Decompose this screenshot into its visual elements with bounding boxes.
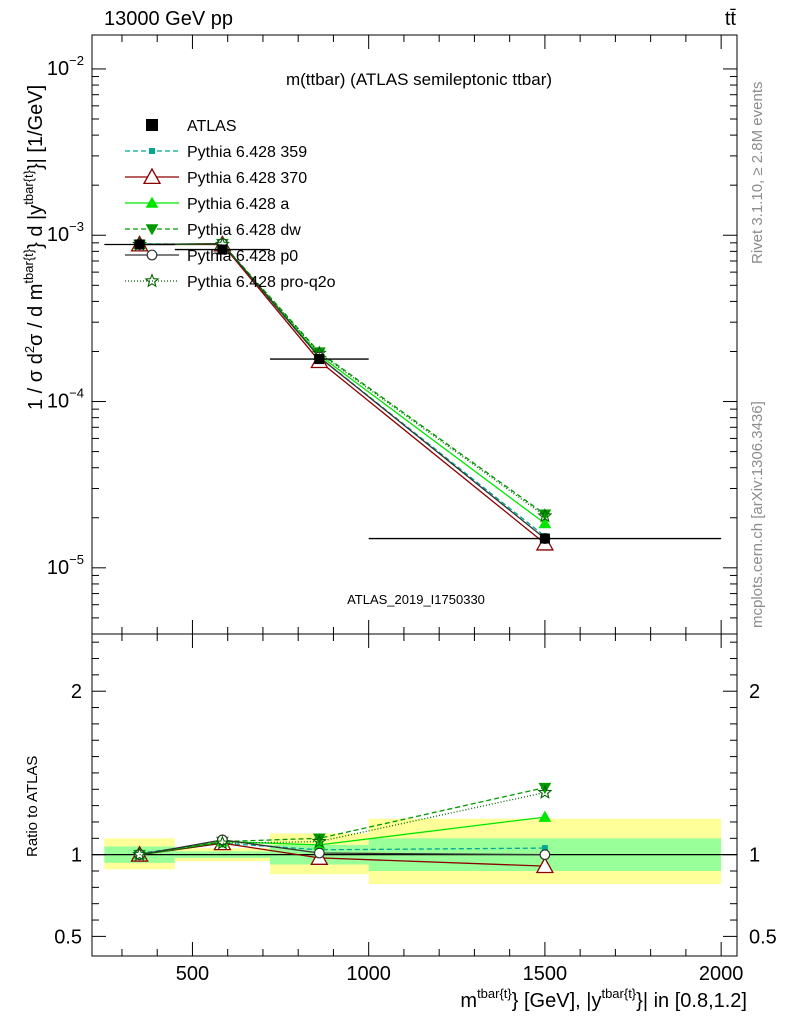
ratio-series-marker [537,784,553,799]
x-tick-label: 2000 [699,963,744,985]
x-axis-label: mtbar{t}} [GeV], |ytbar{t}}| in [0.8,1.2… [460,986,747,1012]
legend-marker [142,167,162,185]
main-axis-ticks: 10−2 10−3 10−4 10−5 [47,35,737,635]
y-tick-label: 10−2 [47,53,84,80]
y-tick-label: 10−5 [47,552,84,579]
legend-entry: Pythia 6.428 a [125,196,289,213]
ratio-series-marker [538,810,552,822]
x-tick-label: 500 [176,963,209,985]
series-line [139,243,546,540]
ratio-axis-ticks: 0.5 0.5 1 1 2 2 500 1000 1500 2000 [54,634,777,985]
ratio-y-tick-label-right: 1 [749,845,760,867]
ratio-series-marker [538,782,552,795]
analysis-watermark: ATLAS_2019_I1750330 [347,592,485,607]
y-tick-label: 10−3 [47,219,84,246]
legend-entry: Pythia 6.428 359 [125,144,307,161]
ratio-series-line [139,839,545,856]
legend-entry: Pythia 6.428 370 [125,167,307,187]
legend-marker [144,273,160,288]
main-y-axis-label: 1 / σ d2σ / d mtbar{t}} d |ytbar{t}}| [1… [21,85,47,410]
data-point [539,533,550,544]
legend-marker [145,224,159,236]
rivet-version-label: Rivet 3.1.10, ≥ 2.8M events [749,82,766,265]
series-marker [538,509,552,521]
legend-label: Pythia 6.428 370 [187,170,307,187]
main-plot-title: m(ttbar) (ATLAS semileptonic ttbar) [286,70,552,89]
ratio-uncertainty-bands [92,818,737,885]
legend-marker [146,119,158,131]
ratio-series-line [139,786,546,856]
ratio-y-tick-label-right: 0.5 [749,926,777,948]
legend-marker [145,196,159,208]
legend-label: Pythia 6.428 p0 [187,248,298,265]
ratio-series-group [130,782,555,874]
ratio-series-marker [132,846,148,861]
legend-marker [146,249,158,261]
ratio-y-axis-label: Ratio to ATLAS [24,756,41,857]
ratio-y-tick-label: 0.5 [54,926,82,948]
legend-entry-atlas: ATLAS [146,118,237,135]
legend-label: Pythia 6.428 a [187,196,289,213]
atlas-data-points [104,239,722,544]
data-point [314,354,325,365]
ratio-series-marker [535,856,555,874]
legend-label: Pythia 6.428 pro-q2o [187,274,336,291]
legend-label: Pythia 6.428 dw [187,222,301,239]
ratio-series-marker [214,835,230,850]
ratio-plot-frame [91,633,738,957]
ratio-series-marker [313,847,325,859]
ratio-series-marker [541,845,548,852]
ratio-series-pythia-6-428-pro-q2o [132,784,553,861]
data-point [217,244,228,255]
ratio-series-line [139,842,545,867]
ratio-series-marker [312,833,326,845]
x-tick-label: 1500 [523,963,568,985]
legend-entry: Pythia 6.428 p0 [125,248,298,265]
mcplots-credit-label: mcplots.cern.ch [arXiv:1306.3436] [749,401,766,628]
legend-entry: Pythia 6.428 pro-q2o [125,273,336,291]
y-tick-label: 10−4 [47,386,84,413]
ratio-y-tick-label: 1 [71,845,82,867]
ratio-y-tick-label-right: 2 [749,681,760,703]
ratio-series-pythia-6-428-p0 [134,834,551,861]
legend-label: Pythia 6.428 359 [187,144,307,161]
x-tick-label: 1000 [346,963,391,985]
header-process-label: tt̄ [725,8,737,30]
ratio-series-marker [311,833,327,849]
legend-entry: Pythia 6.428 dw [125,222,301,239]
header-energy-label: 13000 GeV pp [104,8,233,30]
legend-label: ATLAS [187,118,237,135]
legend-marker [149,148,155,154]
ratio-series-line [139,791,546,856]
legend: ATLAS Pythia 6.428 359 Pythia 6.428 370 Pyt… [125,118,336,291]
series-marker [537,508,553,523]
data-point [134,239,145,250]
ratio-series-marker [217,834,228,846]
series-marker [538,516,552,529]
ratio-series-marker [539,849,551,861]
ratio-y-tick-label: 2 [71,681,82,703]
